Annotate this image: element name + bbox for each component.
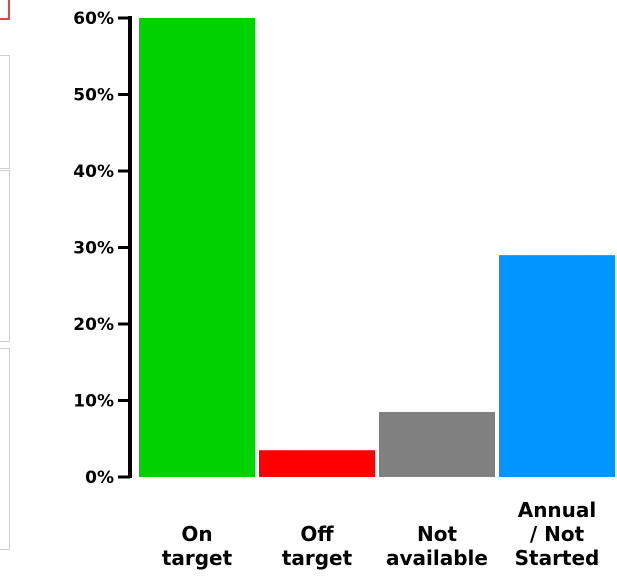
y-tick-label: 30% — [73, 239, 114, 259]
left-panel-fragment — [0, 55, 10, 169]
left-panel-fragment — [0, 348, 10, 550]
x-category-label-line: On — [181, 522, 212, 546]
y-tick-label: 10% — [73, 392, 114, 412]
x-category-label-line: Started — [515, 546, 600, 570]
x-category-label-line: Annual — [518, 498, 597, 522]
x-category-label-line: Off — [300, 522, 334, 546]
y-tick-label: 20% — [73, 315, 114, 335]
left-panel-fragment-top — [0, 0, 10, 20]
x-category-label: Off target — [282, 522, 353, 570]
y-tick-label: 0% — [85, 468, 114, 488]
x-category-label: Not available — [386, 522, 488, 570]
x-category-label: On target — [162, 522, 233, 570]
y-tick-label: 40% — [73, 162, 114, 182]
bar-1 — [259, 450, 375, 477]
x-category-label-line: Not — [417, 522, 457, 546]
x-category-label-line: / Not — [530, 522, 585, 546]
x-category-label-line: target — [162, 546, 233, 570]
y-tick-label: 60% — [73, 9, 114, 29]
bar-3 — [499, 255, 615, 477]
x-category-label-line: target — [282, 546, 353, 570]
bars — [139, 18, 615, 477]
bar-2 — [379, 411, 495, 477]
left-panel-fragment — [0, 170, 10, 342]
x-category-label: Annual / Not Started — [515, 498, 600, 570]
x-category-label-line: available — [386, 546, 488, 570]
bar-0 — [139, 18, 255, 477]
y-axis: 0% 10% 20% 30% 40% 50% 60% — [73, 9, 132, 488]
y-tick-label: 50% — [73, 86, 114, 106]
